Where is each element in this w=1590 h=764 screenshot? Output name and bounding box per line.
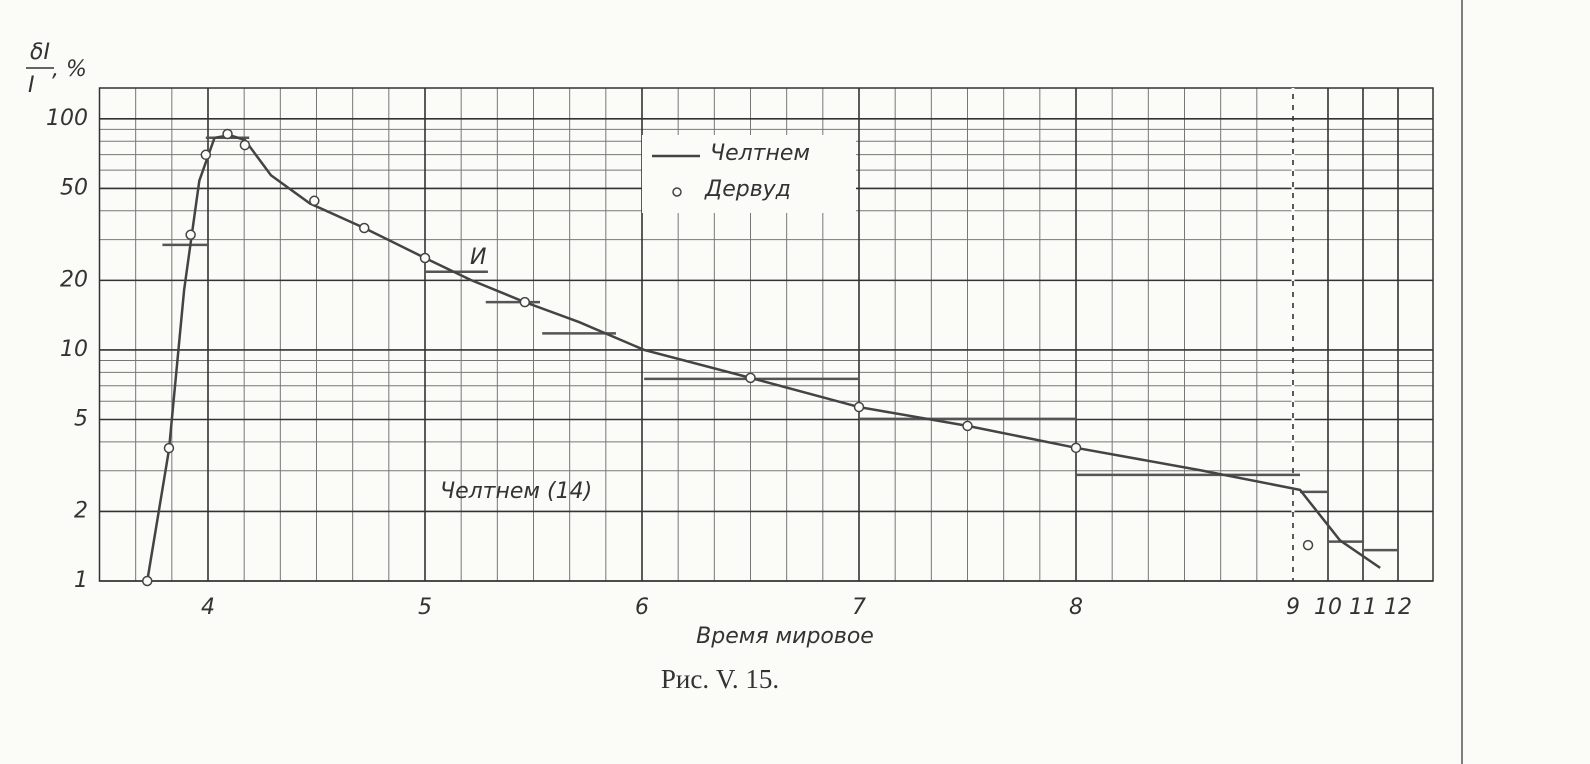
y-label-num: δI bbox=[30, 40, 50, 65]
annotation: И bbox=[470, 245, 486, 270]
data-point bbox=[1070, 442, 1082, 454]
data-point bbox=[185, 229, 196, 241]
y-label-den: I bbox=[28, 73, 35, 98]
legend-label: Дервуд bbox=[704, 177, 791, 202]
data-point bbox=[239, 139, 251, 151]
y-tick-label: 100 bbox=[46, 106, 88, 131]
y-tick-label: 50 bbox=[60, 175, 88, 200]
y-tick-label: 2 bbox=[74, 498, 88, 523]
x-tick-label: 5 bbox=[418, 595, 432, 620]
annotation: Челтнем (14) bbox=[440, 479, 592, 504]
data-point bbox=[962, 420, 973, 432]
x-tick-label: 9 bbox=[1286, 595, 1300, 620]
y-tick-label: 20 bbox=[60, 267, 88, 292]
data-point bbox=[200, 149, 212, 161]
y-label-unit: , % bbox=[52, 57, 87, 82]
y-tick-label: 1 bbox=[74, 568, 88, 593]
x-tick-label: 4 bbox=[201, 595, 215, 620]
data-point bbox=[745, 372, 756, 384]
data-point bbox=[853, 401, 865, 413]
legend-box bbox=[642, 135, 856, 213]
data-point bbox=[358, 222, 370, 234]
legend-label: Челтнем bbox=[710, 141, 810, 166]
data-point bbox=[309, 195, 320, 207]
data-point bbox=[163, 442, 175, 454]
x-tick-label: 10 bbox=[1314, 595, 1342, 620]
legend-marker bbox=[672, 187, 682, 197]
x-tick-label: 12 bbox=[1384, 595, 1412, 620]
data-point bbox=[519, 296, 531, 308]
y-tick-label: 5 bbox=[74, 406, 88, 431]
x-tick-label: 7 bbox=[852, 595, 866, 620]
x-tick-label: 11 bbox=[1349, 595, 1377, 620]
caption: Рис. V. 15. bbox=[661, 664, 779, 694]
x-tick-label: 8 bbox=[1069, 595, 1083, 620]
x-tick-label: 6 bbox=[635, 595, 649, 620]
data-point bbox=[1302, 539, 1314, 551]
y-tick-label: 10 bbox=[60, 337, 88, 362]
data-point bbox=[141, 575, 153, 587]
data-point bbox=[222, 128, 233, 140]
x-axis-label: Время мировое bbox=[696, 624, 874, 649]
data-point bbox=[419, 252, 431, 264]
